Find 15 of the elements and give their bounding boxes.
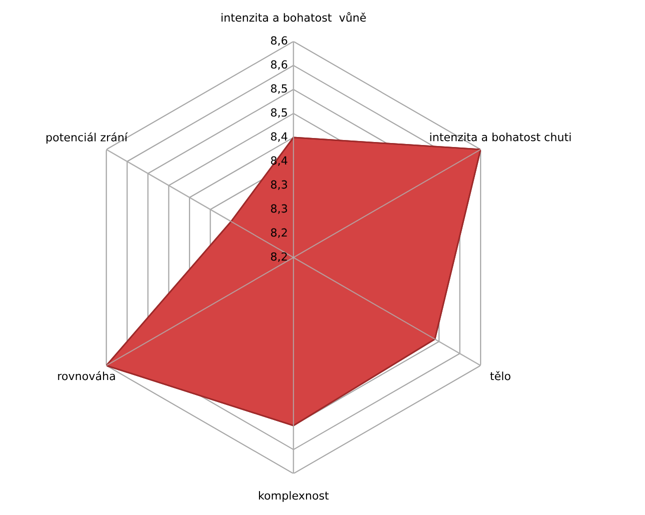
y-tick-label: 8,3 — [271, 204, 288, 214]
spoke-label: potenciál zrání — [46, 132, 128, 144]
y-tick-label: 8,6 — [271, 60, 288, 70]
spoke-label: rovnováha — [58, 371, 115, 380]
y-tick-label: 8,3 — [271, 180, 288, 190]
y-tick-label: 8,5 — [271, 108, 287, 118]
y-tick-label: 8,4 — [271, 132, 288, 142]
spoke-label: tělo — [490, 371, 510, 380]
y-tick-label: 8,5 — [271, 84, 287, 94]
spoke-label: intenzita a bohatost chuti — [430, 132, 571, 142]
y-tick-label: 8,6 — [271, 36, 288, 46]
y-tick-label: 8,2 — [271, 228, 287, 238]
y-tick-label: 8,2 — [271, 252, 287, 262]
spoke-label: intenzita a bohatost vůně — [222, 12, 366, 22]
spoke-label: komplexnost — [258, 491, 329, 502]
